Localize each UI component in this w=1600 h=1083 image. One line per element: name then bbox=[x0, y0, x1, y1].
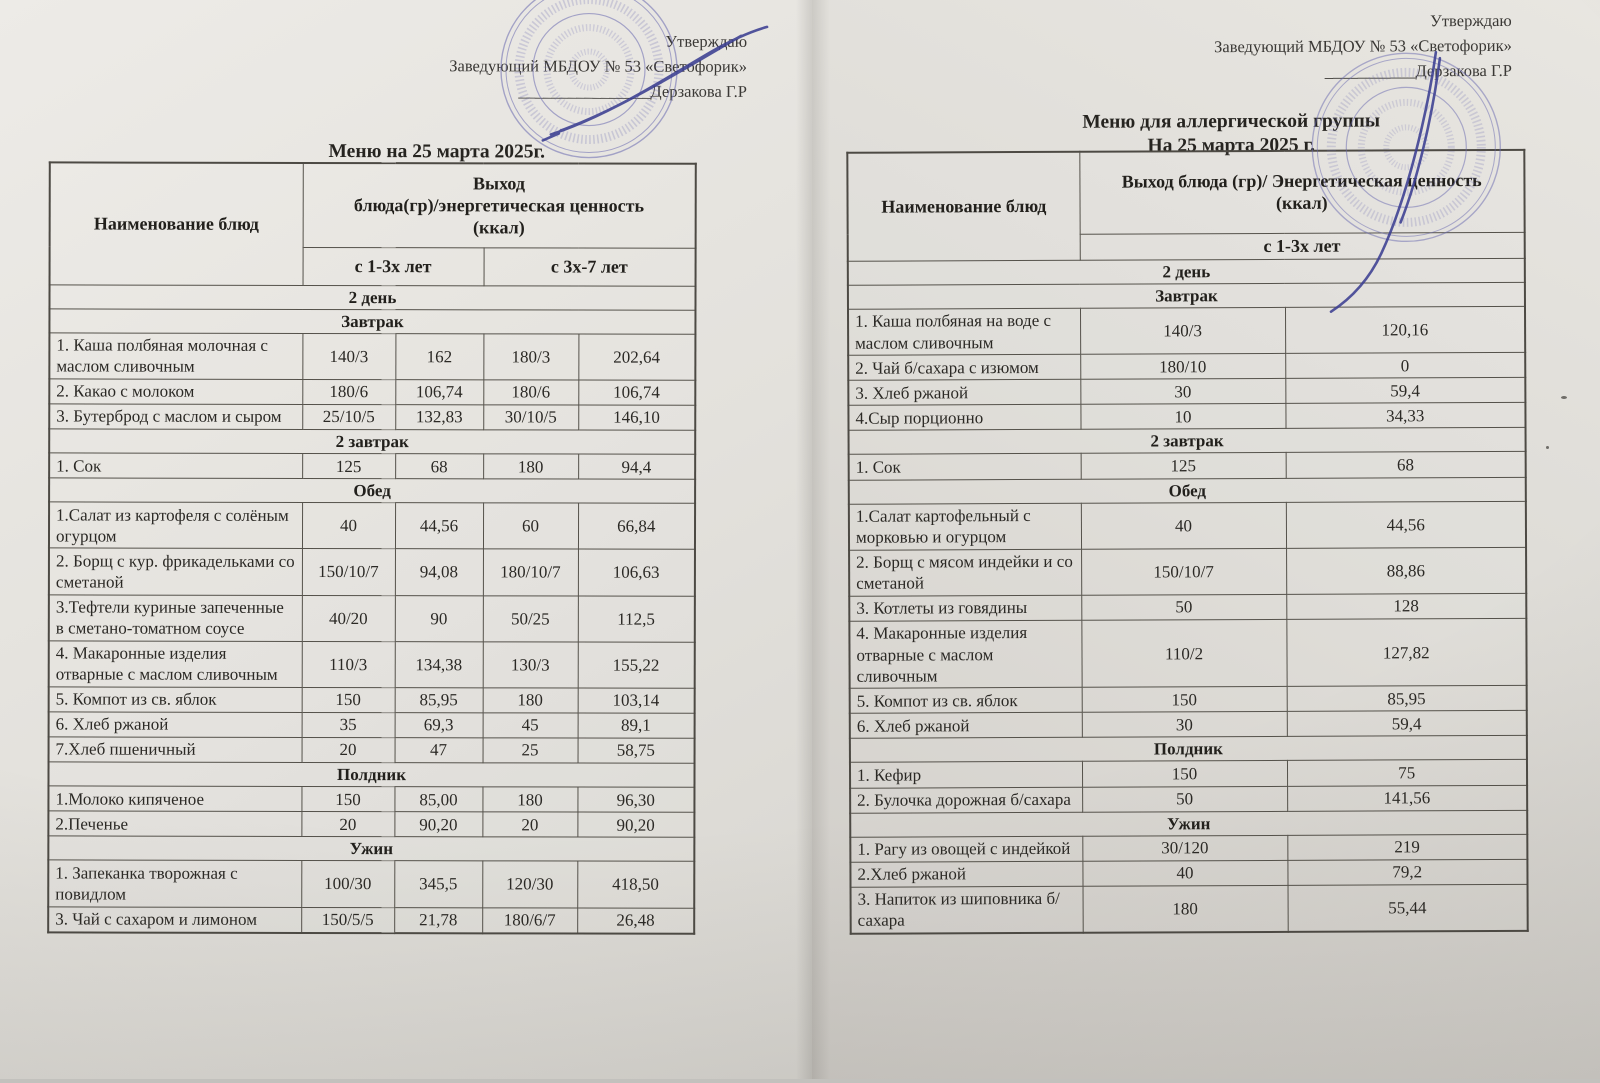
meal-section-label: Обед bbox=[848, 476, 1526, 504]
dish-row: 4. Макаронные изделия отварные с маслом … bbox=[849, 618, 1527, 689]
dish-row: 3. Напиток из шиповника б/сахара 180 55,44 bbox=[850, 884, 1528, 934]
meal-section-row: 2 день bbox=[847, 258, 1525, 286]
meal-section-label: Полдник bbox=[849, 735, 1527, 763]
approval-label: Утверждаю bbox=[1430, 10, 1512, 31]
dish-value: 30 bbox=[1081, 711, 1287, 738]
meal-section-row: 2 завтрак bbox=[848, 427, 1526, 455]
dish-row: 1. Сок 125 68 bbox=[848, 451, 1526, 480]
approval-signature-line: ___________Дерзакова Г.Р bbox=[1324, 60, 1512, 81]
dish-value: 85,95 bbox=[1286, 685, 1527, 712]
dish-row: 1. Каша полбяная на воде с маслом сливоч… bbox=[847, 306, 1526, 356]
dish-name: 2. Борщ с мясом индейки и со сметаной bbox=[849, 549, 1082, 597]
dish-row: 1. Кефир 150 75 bbox=[849, 759, 1528, 788]
dish-value: 110/2 bbox=[1081, 619, 1287, 688]
dish-value: 59,4 bbox=[1285, 377, 1526, 404]
dish-value: 30/120 bbox=[1082, 835, 1288, 862]
column-header-dish-name: Наименование блюд bbox=[847, 151, 1080, 262]
dish-value: 50 bbox=[1082, 785, 1288, 812]
dish-row: 6. Хлеб ржаной 30 59,4 bbox=[849, 710, 1527, 739]
dish-value: 75 bbox=[1286, 759, 1528, 786]
scan-speck bbox=[1561, 396, 1567, 399]
dish-value: 141,56 bbox=[1287, 784, 1528, 811]
menu-table-body: 2 день Завтрак 1. Каша полбяная на воде с … bbox=[847, 258, 1528, 934]
dish-row: 2. Чай б/сахара с изюмом 180/10 0 bbox=[848, 352, 1526, 381]
dish-name: 3. Напиток из шиповника б/сахара bbox=[850, 886, 1083, 934]
meal-section-row: Полдник bbox=[849, 735, 1527, 763]
dish-row: 2. Булочка дорожная б/сахара 50 141,56 bbox=[850, 784, 1528, 813]
meal-section-row: Завтрак bbox=[847, 282, 1526, 310]
dish-row: 2. Борщ с мясом индейки и со сметаной 150… bbox=[849, 547, 1527, 597]
dish-name: 1. Сок bbox=[848, 453, 1081, 480]
meal-section-label: Ужин bbox=[850, 809, 1528, 837]
dish-row: 3. Хлеб ржаной 30 59,4 bbox=[848, 377, 1526, 406]
dish-name: 4. Макаронные изделия отварные с маслом … bbox=[849, 620, 1082, 689]
dish-value: 140/3 bbox=[1079, 307, 1286, 355]
dish-name: 2. Чай б/сахара с изюмом bbox=[848, 354, 1081, 381]
dish-value: 180/10 bbox=[1080, 353, 1286, 380]
approval-block: Утверждаю Заведующий МБДОУ № 53 «Светофо… bbox=[1214, 9, 1512, 85]
dish-value: 55,44 bbox=[1287, 884, 1528, 932]
dish-row: 2.Хлеб ржаной 40 79,2 bbox=[850, 859, 1528, 888]
meal-section-row: Обед bbox=[848, 476, 1526, 504]
dish-name: 1. Рагу из овощей с индейкой bbox=[850, 835, 1083, 863]
dish-value: 59,4 bbox=[1286, 710, 1527, 737]
column-header-output: Выход блюда (гр)/ Энергетическая ценност… bbox=[1079, 149, 1525, 234]
dish-value: 50 bbox=[1081, 594, 1287, 621]
dish-value: 44,56 bbox=[1285, 500, 1527, 549]
scan-speck bbox=[1546, 446, 1549, 449]
dish-name: 2.Хлеб ржаной bbox=[850, 861, 1083, 888]
dish-name: 6. Хлеб ржаной bbox=[849, 712, 1082, 739]
dish-name: 1. Каша полбяная на воде с маслом сливоч… bbox=[847, 308, 1081, 356]
dish-value: 127,82 bbox=[1286, 618, 1527, 687]
dish-name: 1.Салат картофельный с морковью и огурцо… bbox=[848, 502, 1082, 551]
dish-value: 88,86 bbox=[1286, 547, 1527, 595]
meal-section-row: Ужин bbox=[850, 809, 1528, 837]
dish-value: 30 bbox=[1080, 378, 1286, 405]
dish-name: 5. Компот из св. яблок bbox=[849, 687, 1082, 714]
meal-section-label: 2 завтрак bbox=[848, 427, 1526, 455]
dish-value: 40 bbox=[1080, 501, 1287, 550]
dish-name: 1. Кефир bbox=[849, 761, 1083, 788]
dish-value: 68 bbox=[1285, 451, 1526, 478]
dish-value: 150 bbox=[1081, 760, 1288, 787]
dish-value: 120,16 bbox=[1284, 306, 1526, 354]
dish-row: 4.Сыр порционно 10 34,33 bbox=[848, 402, 1526, 431]
dish-value: 150/10/7 bbox=[1081, 548, 1287, 596]
dish-value: 0 bbox=[1285, 352, 1526, 379]
dish-row: 1. Рагу из овощей с индейкой 30/120 219 bbox=[850, 834, 1528, 863]
dish-value: 128 bbox=[1286, 593, 1527, 620]
table-header-row: Наименование блюд Выход блюда (гр)/ Энер… bbox=[847, 149, 1525, 262]
menu-table-allergy: Наименование блюд Выход блюда (гр)/ Энер… bbox=[846, 148, 1529, 935]
dish-value: 34,33 bbox=[1285, 402, 1526, 429]
dish-value: 10 bbox=[1080, 403, 1286, 430]
dish-name: 4.Сыр порционно bbox=[848, 404, 1081, 431]
page-seam-shadow bbox=[796, 0, 830, 1079]
dish-value: 150 bbox=[1081, 686, 1287, 713]
dish-name: 3. Котлеты из говядины bbox=[849, 595, 1082, 622]
dish-row: 5. Компот из св. яблок 150 85,95 bbox=[849, 685, 1527, 714]
meal-section-label: Завтрак bbox=[847, 282, 1526, 310]
dish-name: 2. Булочка дорожная б/сахара bbox=[850, 786, 1083, 813]
scanned-page-left bbox=[0, 0, 812, 1079]
approval-head-line: Заведующий МБДОУ № 53 «Светофорик» bbox=[1214, 35, 1512, 56]
dish-row: 1.Салат картофельный с морковью и огурцо… bbox=[848, 500, 1527, 551]
dish-row: 3. Котлеты из говядины 50 128 bbox=[849, 593, 1527, 622]
dish-value: 125 bbox=[1080, 452, 1286, 479]
dish-value: 40 bbox=[1082, 860, 1288, 887]
age-group-1-3: с 1-3х лет bbox=[1079, 231, 1525, 261]
dish-name: 3. Хлеб ржаной bbox=[848, 379, 1081, 406]
page-title-line1: Меню для аллергической группы bbox=[1082, 110, 1381, 133]
meal-section-label: 2 день bbox=[847, 258, 1525, 286]
dish-value: 219 bbox=[1287, 834, 1528, 861]
dish-value: 180 bbox=[1082, 885, 1288, 933]
dish-value: 79,2 bbox=[1287, 859, 1528, 886]
